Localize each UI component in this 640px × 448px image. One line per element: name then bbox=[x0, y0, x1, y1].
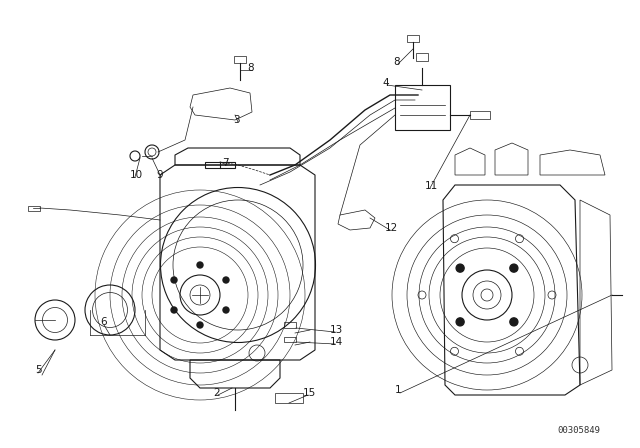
Text: 8: 8 bbox=[393, 57, 399, 67]
Text: 14: 14 bbox=[330, 337, 343, 347]
Text: 8: 8 bbox=[247, 63, 253, 73]
Circle shape bbox=[456, 264, 464, 272]
Text: 4: 4 bbox=[382, 78, 388, 88]
Text: 7: 7 bbox=[222, 158, 228, 168]
Text: 5: 5 bbox=[35, 365, 42, 375]
Bar bbox=[470, 111, 490, 119]
Bar bbox=[275, 393, 303, 403]
Text: 13: 13 bbox=[330, 325, 343, 335]
Bar bbox=[28, 206, 40, 211]
Text: 2: 2 bbox=[213, 388, 220, 398]
Bar bbox=[407, 35, 419, 42]
Circle shape bbox=[171, 277, 177, 283]
Text: 3: 3 bbox=[233, 115, 239, 125]
Circle shape bbox=[223, 277, 229, 283]
Circle shape bbox=[510, 318, 518, 326]
Bar bbox=[284, 322, 296, 328]
Text: 00305849: 00305849 bbox=[557, 426, 600, 435]
Bar bbox=[205, 162, 235, 168]
Text: 10: 10 bbox=[130, 170, 143, 180]
Text: 9: 9 bbox=[156, 170, 163, 180]
Circle shape bbox=[510, 264, 518, 272]
Circle shape bbox=[197, 262, 203, 268]
Circle shape bbox=[456, 318, 464, 326]
Circle shape bbox=[171, 307, 177, 313]
Text: 12: 12 bbox=[385, 223, 398, 233]
Bar bbox=[234, 56, 246, 63]
Text: 6: 6 bbox=[100, 317, 107, 327]
Text: 1: 1 bbox=[395, 385, 402, 395]
Text: 11: 11 bbox=[425, 181, 438, 191]
Circle shape bbox=[197, 322, 203, 328]
Text: 15: 15 bbox=[303, 388, 316, 398]
Bar bbox=[395, 85, 450, 130]
Bar bbox=[284, 337, 296, 342]
Circle shape bbox=[223, 307, 229, 313]
Bar bbox=[416, 53, 428, 61]
